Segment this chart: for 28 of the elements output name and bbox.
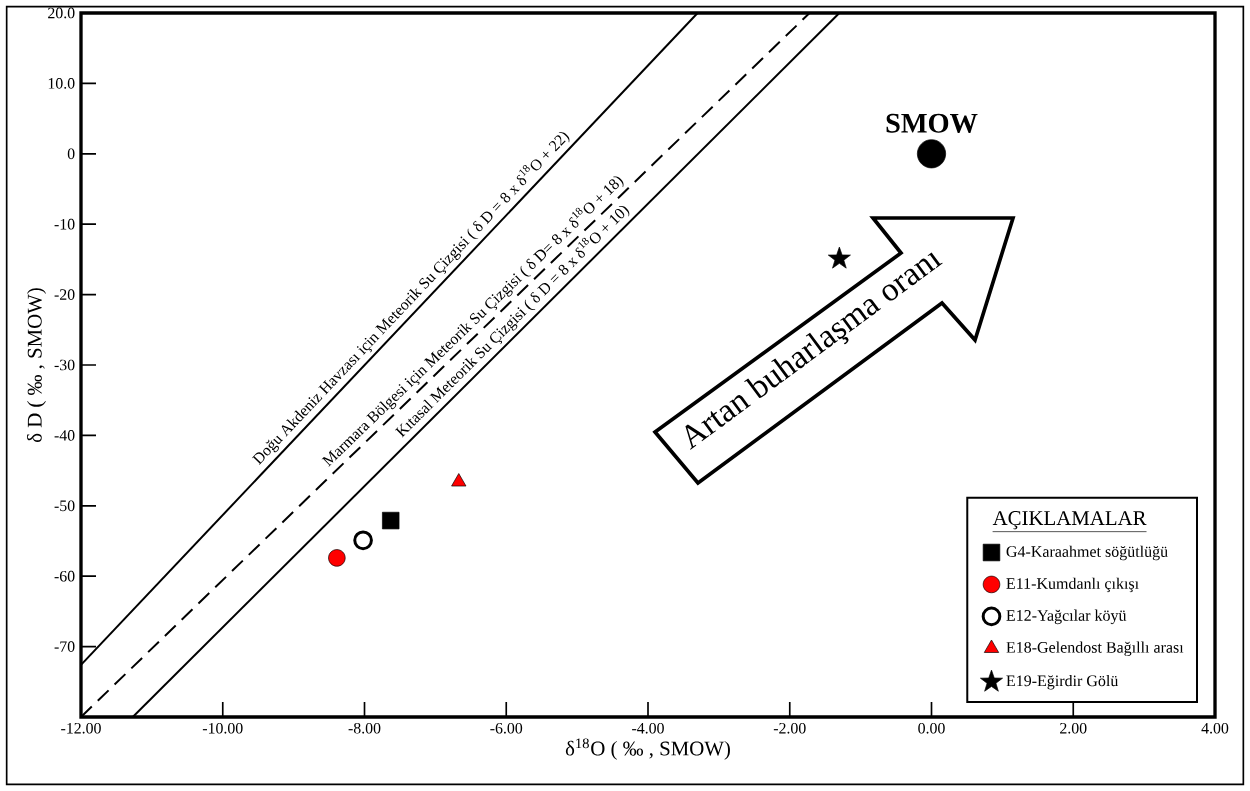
legend-label: E12-Yağcılar köyü — [1006, 609, 1127, 625]
y-tick-label: 0 — [67, 148, 75, 160]
x-tick-label: -10.00 — [202, 722, 243, 734]
y-tick-label: -20 — [54, 289, 75, 300]
x-tick-label: -12.00 — [61, 722, 101, 734]
x-tick-label: 2.00 — [1060, 722, 1087, 734]
y-tick-label: -10 — [54, 218, 75, 230]
x-axis-title: δ$^{18}$O ( ‰ , SMOW) — [565, 738, 730, 760]
x-tick-label: -6.00 — [490, 722, 523, 734]
y-tick-label: 10.0 — [48, 78, 75, 89]
x-tick-label: -8.00 — [348, 722, 381, 734]
legend-label: G4-Karaahmet söğütlüğü — [1006, 545, 1168, 561]
legend-label: E18-Gelendost Bağıllı arası — [1006, 641, 1184, 657]
y-tick-label: -60 — [54, 570, 75, 582]
y-tick-label: -70 — [54, 641, 75, 652]
y-tick-label: -40 — [54, 430, 75, 441]
legend-label: E19-Eğirdir Gölü — [1006, 674, 1119, 690]
x-tick-label: -2.00 — [773, 722, 806, 734]
x-tick-label: -4.00 — [632, 722, 664, 734]
x-tick-label: 4.00 — [1201, 722, 1229, 734]
legend-title: AÇIKLAMALAR — [992, 511, 1147, 530]
annotation: SMOW — [886, 113, 978, 133]
y-tick-label: -30 — [54, 359, 75, 371]
x-tick-label: 0.00 — [918, 722, 945, 734]
y-tick-label: -50 — [54, 500, 75, 512]
y-axis-title: δ D ( ‰ , SMOW) — [26, 288, 46, 443]
legend-label: E11-Kumdanlı çıkışı — [1006, 577, 1139, 593]
y-tick-label: 20.0 — [48, 7, 75, 19]
